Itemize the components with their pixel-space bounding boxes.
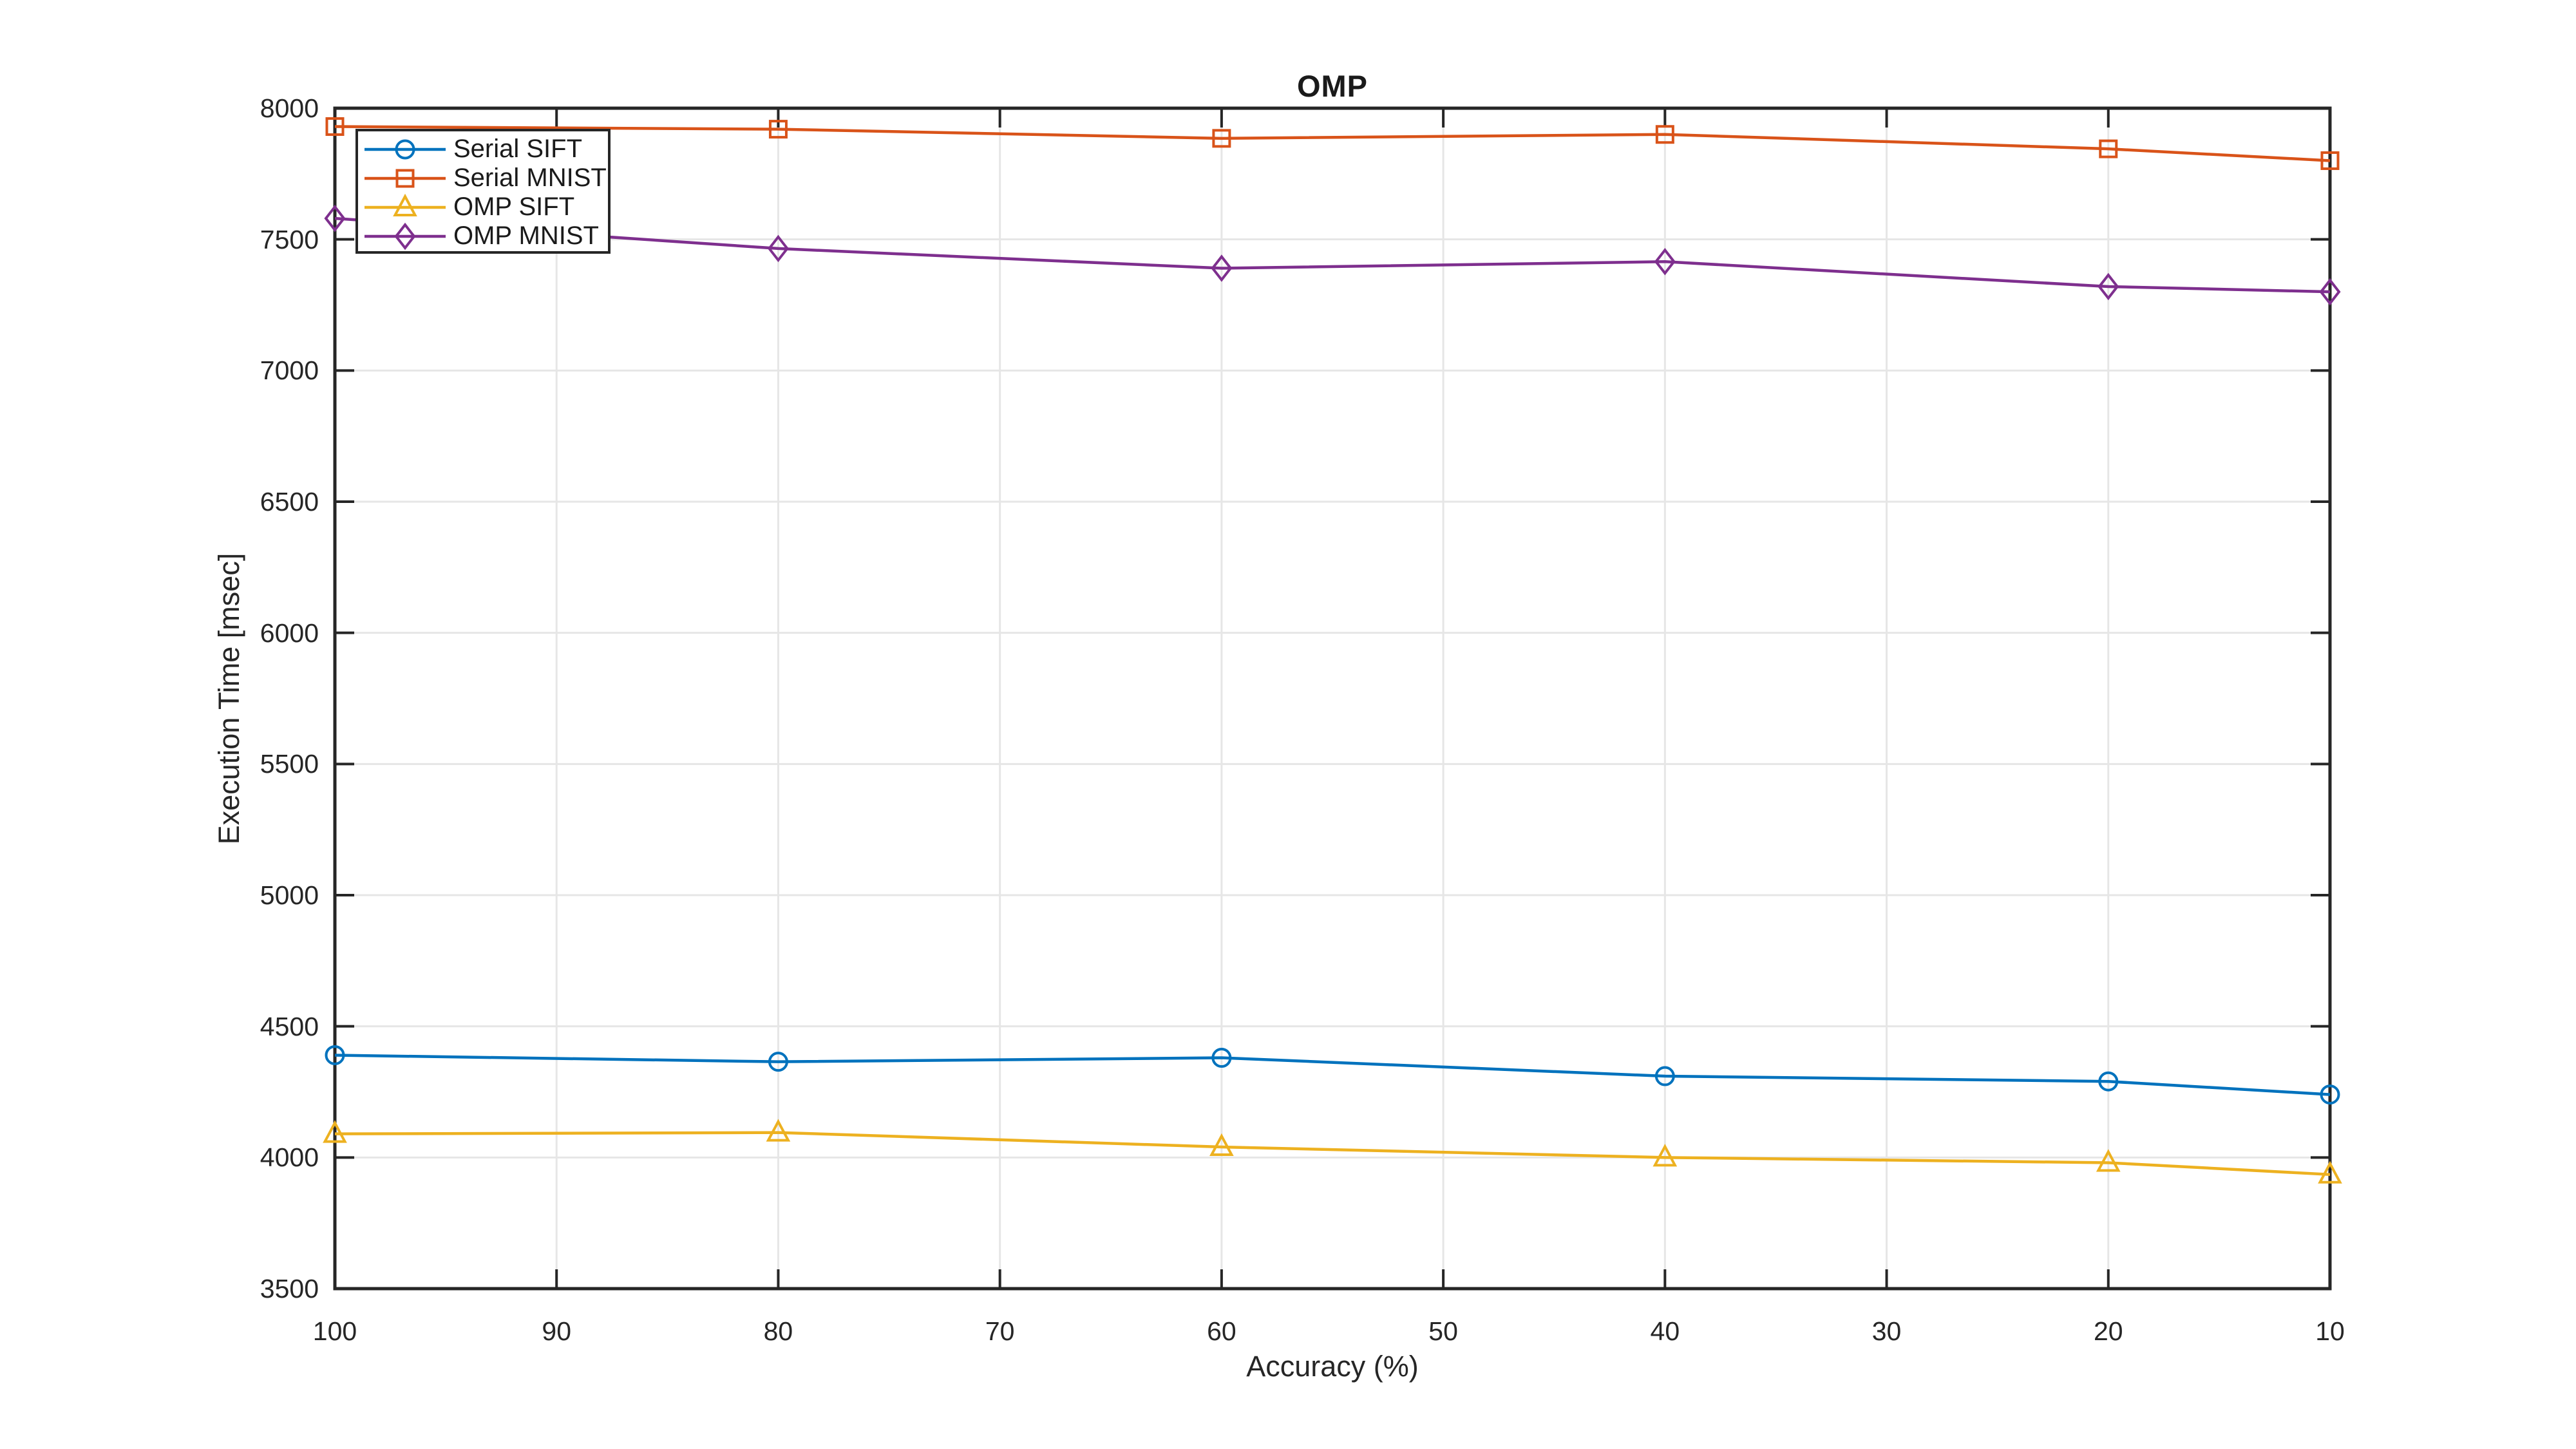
triangle-marker	[1653, 1144, 1678, 1167]
x-tick-label: 40	[1650, 1316, 1680, 1346]
y-tick-label: 7000	[260, 355, 319, 386]
legend-label: Serial SIFT	[453, 135, 583, 163]
triangle-marker	[766, 1119, 791, 1142]
circle-marker	[2320, 1084, 2340, 1105]
y-tick-label: 5500	[260, 749, 319, 779]
square-marker	[2099, 139, 2118, 158]
diamond-marker	[767, 234, 789, 263]
series-line-omp-sift	[334, 1131, 2331, 1177]
series-line-omp-mnist	[334, 216, 2331, 294]
triangle-marker	[2318, 1160, 2342, 1184]
legend-sample-triangle	[365, 193, 446, 216]
legend-item-serial-mnist: Serial MNIST	[358, 164, 608, 193]
legend-label: Serial MNIST	[453, 164, 607, 192]
square-marker	[1655, 125, 1674, 144]
legend-sample-diamond	[365, 222, 446, 250]
circle-marker	[2098, 1071, 2119, 1092]
x-tick-label: 10	[2315, 1316, 2345, 1346]
diamond-marker	[394, 222, 416, 250]
y-tick-label: 6000	[260, 618, 319, 648]
diamond-marker	[2098, 272, 2119, 301]
x-axis-label: Accuracy (%)	[1246, 1350, 1419, 1383]
legend-item-serial-sift: Serial SIFT	[358, 135, 608, 164]
triangle-marker	[323, 1120, 347, 1143]
triangle-marker	[2096, 1149, 2121, 1172]
x-tick-label: 70	[985, 1316, 1015, 1346]
circle-marker	[1654, 1066, 1675, 1086]
series-line-serial-sift	[334, 1054, 2331, 1096]
y-tick-label: 4500	[260, 1011, 319, 1041]
x-tick-label: 60	[1207, 1316, 1236, 1346]
x-tick-label: 50	[1428, 1316, 1458, 1346]
square-marker	[768, 120, 788, 139]
diamond-marker	[1654, 248, 1676, 276]
diamond-marker	[2319, 278, 2341, 306]
circle-marker	[395, 139, 415, 159]
y-tick-label: 6500	[260, 487, 319, 516]
y-tick-label: 5000	[260, 880, 319, 910]
legend: Serial SIFT Serial MNIST OMP SIFT OMP MNIST	[355, 129, 611, 254]
x-tick-label: 90	[542, 1316, 572, 1346]
square-marker	[2320, 151, 2340, 170]
square-marker	[1212, 129, 1231, 148]
legend-label: OMP SIFT	[453, 193, 575, 221]
circle-marker	[768, 1052, 788, 1072]
x-tick-label: 20	[2093, 1316, 2123, 1346]
chart-title: OMP	[1296, 69, 1368, 103]
legend-sample-circle	[365, 139, 446, 159]
legend-label: OMP MNIST	[453, 222, 599, 250]
triangle-marker	[1209, 1133, 1234, 1157]
legend-item-omp-mnist: OMP MNIST	[358, 222, 608, 251]
square-marker	[395, 169, 415, 187]
y-tick-label: 8000	[260, 93, 319, 123]
circle-marker	[325, 1045, 345, 1065]
axes-box	[333, 106, 2332, 1291]
square-marker	[325, 117, 345, 137]
y-tick-label: 7500	[260, 224, 319, 254]
diamond-marker	[324, 204, 346, 232]
series-line-serial-mnist	[334, 125, 2331, 162]
x-tick-label: 100	[312, 1316, 357, 1346]
diamond-marker	[1211, 254, 1233, 282]
legend-sample-square	[365, 169, 446, 187]
circle-marker	[1211, 1048, 1232, 1068]
legend-item-omp-sift: OMP SIFT	[358, 193, 608, 222]
y-axis-label: Execution Time [msec]	[213, 553, 245, 845]
x-tick-label: 30	[1871, 1316, 1902, 1346]
x-tick-label: 80	[763, 1316, 793, 1346]
y-tick-label: 3500	[260, 1274, 319, 1303]
triangle-marker	[393, 193, 417, 216]
y-tick-label: 4000	[260, 1142, 319, 1173]
